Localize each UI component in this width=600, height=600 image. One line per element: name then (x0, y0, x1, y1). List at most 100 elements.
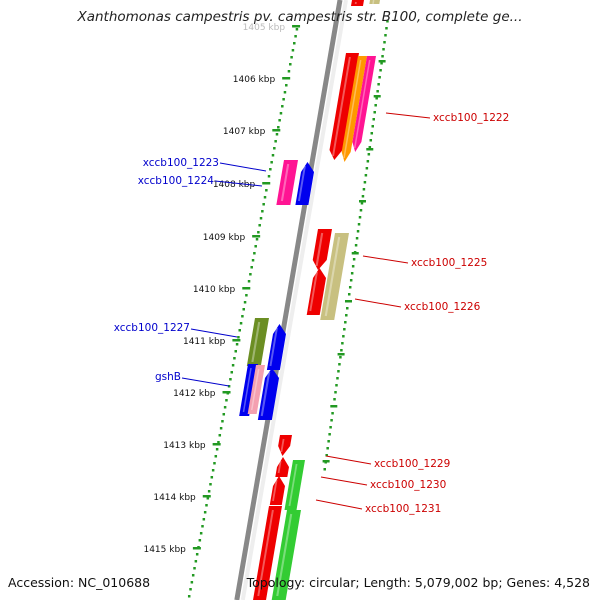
gene-arrow (278, 435, 292, 456)
tick-dot (364, 174, 368, 177)
tick-dot (376, 90, 379, 93)
tick-dot (235, 343, 239, 346)
gene-label: xccb100_1223 (143, 157, 219, 169)
tick-dot (191, 574, 195, 577)
tick-dot (282, 98, 285, 101)
tick-dot (203, 511, 207, 514)
gene-shine (288, 463, 298, 507)
tick-dot (354, 244, 358, 247)
gene-shine (315, 232, 324, 267)
tick-dot (326, 447, 329, 450)
tick-dot (194, 560, 198, 563)
gene-body (284, 460, 305, 510)
tick-dot (337, 370, 340, 373)
gene-arrow (341, 56, 367, 162)
tick-dot (189, 588, 192, 591)
tick-dot (287, 70, 291, 73)
gene-shine (372, 0, 375, 5)
gene-label: xccb100_1226 (404, 301, 481, 313)
tick-dot (269, 168, 272, 171)
tick-dot (206, 497, 210, 500)
tick-dot (222, 413, 226, 416)
gene-arrow (266, 324, 286, 370)
tick-dot (325, 454, 328, 457)
tick-dot (234, 350, 237, 353)
tick-dot (381, 55, 384, 58)
tick-dot (345, 314, 348, 317)
tick-dot (371, 125, 374, 128)
tick-dot (340, 349, 343, 352)
tick-label: 1414 kbp (153, 493, 196, 503)
tick-dot (209, 483, 212, 486)
gene-arrow (271, 510, 301, 600)
tick-label: 1409 kbp (203, 233, 246, 243)
tick-dot (195, 553, 199, 556)
tick-dot (233, 357, 236, 360)
tick-dot (327, 440, 330, 443)
gene-shine (269, 327, 278, 367)
gene-body (329, 53, 359, 160)
tick-dot (348, 286, 352, 289)
tick-dot (382, 48, 385, 51)
tick-dot (350, 272, 354, 275)
gene-arrow (246, 318, 269, 366)
gene-arrow (312, 229, 332, 270)
tick-dot (247, 280, 251, 283)
tick-dot (357, 223, 361, 226)
tick-dash (378, 60, 386, 63)
gene-body (247, 365, 265, 414)
tick-label: 1407 kbp (223, 127, 266, 137)
tick-dot (363, 181, 367, 184)
gene-shine (260, 371, 271, 417)
tick-dot (265, 189, 268, 192)
gene-body (369, 0, 380, 4)
tick-mark (222, 391, 231, 394)
tick-dash (373, 95, 381, 98)
tick-dot (362, 188, 366, 191)
tick-mark (282, 77, 291, 80)
tick-dot (211, 469, 215, 472)
tick-mark (202, 495, 211, 498)
tick-dot (223, 406, 227, 409)
tick-dot (346, 307, 349, 310)
tick-dot (380, 62, 383, 65)
tick-label: 1411 kbp (183, 337, 226, 347)
gene-shine (250, 368, 260, 411)
tick-dot (343, 328, 346, 331)
tick-dot (349, 279, 353, 282)
tick-dot (207, 490, 211, 493)
tick-dot (329, 426, 332, 429)
tick-dot (255, 238, 259, 241)
tick-dot (295, 28, 299, 31)
gene-body (306, 268, 326, 315)
tick-dot (214, 455, 218, 458)
tick-dot (374, 104, 377, 107)
tick-dot (372, 118, 375, 121)
tick-dot (358, 216, 362, 219)
tick-dot (274, 140, 277, 143)
tick-dot (351, 265, 355, 268)
gene-label-leader (354, 298, 402, 308)
tick-dot (202, 518, 206, 521)
tick-dot (334, 391, 337, 394)
tick-dash (345, 300, 352, 303)
tick-dot (275, 133, 279, 136)
tick-dot (279, 112, 283, 115)
tick-dot (379, 69, 382, 72)
gene-shine (280, 163, 290, 202)
tick-dot (289, 63, 292, 66)
tick-dot (281, 105, 284, 108)
gene-label-leader (315, 499, 363, 510)
tick-dash (359, 200, 366, 203)
tick-dot (227, 385, 231, 388)
tick-dot (263, 196, 267, 199)
tick-dot (193, 567, 196, 570)
tick-dot (335, 384, 338, 387)
gene-body (350, 0, 364, 6)
gene-arrow (284, 460, 305, 510)
tick-dot (262, 203, 265, 206)
tick-dot (323, 468, 326, 471)
tick-dot (375, 97, 378, 100)
gene-label-leader (181, 377, 230, 387)
tick-dot (221, 420, 224, 423)
